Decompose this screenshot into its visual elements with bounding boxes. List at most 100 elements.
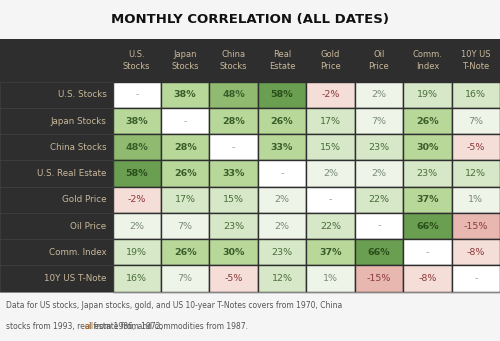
Bar: [452, 213, 500, 239]
Bar: [403, 239, 452, 265]
Text: oil: oil: [85, 322, 94, 331]
Bar: [452, 239, 500, 265]
Bar: [0, 292, 500, 341]
Bar: [258, 239, 306, 265]
Bar: [0, 265, 112, 292]
Text: 16%: 16%: [466, 90, 486, 100]
Text: 16%: 16%: [126, 274, 147, 283]
Text: 7%: 7%: [468, 117, 483, 126]
Bar: [210, 213, 258, 239]
Bar: [0, 161, 112, 187]
Bar: [112, 161, 161, 187]
Bar: [161, 161, 210, 187]
Bar: [354, 134, 403, 161]
Text: 17%: 17%: [320, 117, 341, 126]
Bar: [306, 108, 354, 134]
Text: 28%: 28%: [174, 143, 197, 152]
Text: 48%: 48%: [222, 90, 245, 100]
Text: 33%: 33%: [271, 143, 293, 152]
Bar: [0, 0, 500, 39]
Text: 26%: 26%: [416, 117, 438, 126]
Bar: [354, 239, 403, 265]
Bar: [258, 265, 306, 292]
Text: 58%: 58%: [270, 90, 293, 100]
Text: Data for US stocks, Japan stocks, gold, and US 10-year T-Notes covers from 1970,: Data for US stocks, Japan stocks, gold, …: [6, 301, 342, 310]
Text: -8%: -8%: [466, 248, 485, 257]
Bar: [161, 265, 210, 292]
Text: 2%: 2%: [274, 222, 289, 231]
Text: Japan
Stocks: Japan Stocks: [172, 50, 199, 71]
Bar: [452, 108, 500, 134]
Bar: [306, 239, 354, 265]
Bar: [0, 187, 112, 213]
Bar: [258, 82, 306, 108]
Text: 30%: 30%: [222, 248, 245, 257]
Bar: [354, 82, 403, 108]
Text: 2%: 2%: [129, 222, 144, 231]
Text: 7%: 7%: [178, 222, 192, 231]
Bar: [0, 39, 500, 82]
Bar: [306, 265, 354, 292]
Bar: [306, 161, 354, 187]
Bar: [258, 134, 306, 161]
Text: 37%: 37%: [319, 248, 342, 257]
Bar: [258, 161, 306, 187]
Text: 66%: 66%: [368, 248, 390, 257]
Text: 38%: 38%: [126, 117, 148, 126]
Bar: [112, 239, 161, 265]
Text: 10Y US
T-Note: 10Y US T-Note: [461, 50, 490, 71]
Bar: [403, 108, 452, 134]
Text: -: -: [426, 248, 429, 257]
Text: 15%: 15%: [223, 195, 244, 204]
Text: 26%: 26%: [174, 248, 197, 257]
Text: MONTHLY CORRELATION (ALL DATES): MONTHLY CORRELATION (ALL DATES): [111, 13, 389, 26]
Bar: [403, 161, 452, 187]
Text: -5%: -5%: [466, 143, 485, 152]
Text: Real
Estate: Real Estate: [269, 50, 295, 71]
Bar: [161, 239, 210, 265]
Text: 15%: 15%: [320, 143, 341, 152]
Text: 23%: 23%: [417, 169, 438, 178]
Bar: [258, 187, 306, 213]
Bar: [306, 82, 354, 108]
Bar: [210, 187, 258, 213]
Bar: [210, 108, 258, 134]
Text: -: -: [135, 90, 138, 100]
Bar: [452, 134, 500, 161]
Text: 30%: 30%: [416, 143, 438, 152]
Text: 7%: 7%: [372, 117, 386, 126]
Bar: [403, 82, 452, 108]
Text: 19%: 19%: [126, 248, 147, 257]
Bar: [0, 108, 112, 134]
Text: 17%: 17%: [174, 195, 196, 204]
Text: -: -: [329, 195, 332, 204]
Bar: [210, 82, 258, 108]
Bar: [306, 187, 354, 213]
Text: -: -: [184, 117, 187, 126]
Bar: [0, 134, 112, 161]
Bar: [161, 82, 210, 108]
Text: 23%: 23%: [223, 222, 244, 231]
Text: 2%: 2%: [274, 195, 289, 204]
Text: -: -: [232, 143, 235, 152]
Text: -5%: -5%: [224, 274, 243, 283]
Text: 26%: 26%: [270, 117, 293, 126]
Bar: [161, 108, 210, 134]
Bar: [258, 213, 306, 239]
Bar: [210, 134, 258, 161]
Text: -: -: [377, 222, 380, 231]
Text: 10Y US T-Note: 10Y US T-Note: [44, 274, 106, 283]
Bar: [354, 187, 403, 213]
Text: stocks from 1993, real estate from 1972,: stocks from 1993, real estate from 1972,: [6, 322, 165, 331]
Bar: [161, 213, 210, 239]
Bar: [0, 82, 112, 108]
Text: 7%: 7%: [178, 274, 192, 283]
Bar: [112, 134, 161, 161]
Text: -15%: -15%: [464, 222, 488, 231]
Text: from 1986, and commodities from 1987.: from 1986, and commodities from 1987.: [90, 322, 248, 331]
Text: -2%: -2%: [322, 90, 340, 100]
Text: U.S.
Stocks: U.S. Stocks: [123, 50, 150, 71]
Text: Gold
Price: Gold Price: [320, 50, 341, 71]
Text: -15%: -15%: [366, 274, 391, 283]
Bar: [354, 265, 403, 292]
